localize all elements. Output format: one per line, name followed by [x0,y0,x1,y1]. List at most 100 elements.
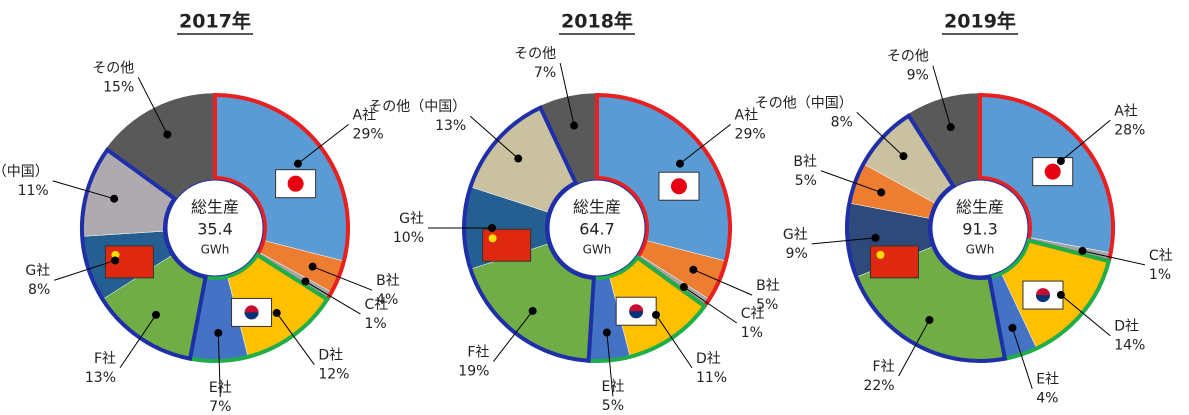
category-label: C社 [1149,248,1173,264]
category-label: A社 [1114,103,1138,119]
group-outline [80,147,208,361]
leader-line [54,259,116,281]
flag [1035,295,1050,303]
category-label: A社 [735,107,759,123]
chart-title: 2018年 [561,10,633,33]
value-label: 10% [393,230,424,246]
center-total: 35.4 [197,220,233,239]
leader-line [1060,119,1111,162]
category-label: G社 [783,227,808,243]
center-total: 64.7 [579,220,615,239]
flag [244,312,259,320]
center-circle [548,179,646,277]
category-label: F社 [467,345,489,361]
leader-line [932,65,952,128]
value-label: 15% [103,79,134,95]
chart-title: 2019年 [944,10,1016,33]
leader-line [559,62,575,126]
flag [275,169,317,199]
group-outline [978,92,1115,264]
value-label: 29% [735,126,766,142]
leader-line [655,314,693,369]
category-label: A社 [353,107,377,123]
value-label: 22% [863,378,894,394]
leader-line [276,312,315,366]
category-label: その他 [887,49,929,65]
chart-title: 2017年 [179,10,251,33]
leader-line [898,319,930,377]
leader-line [1060,294,1111,337]
flag [488,234,497,243]
flag [629,311,644,319]
category-label: B社 [793,154,817,170]
center-unit: GWh [583,243,612,257]
leader-line [493,310,534,362]
leader-line [119,314,157,369]
value-label: 1% [1149,267,1171,283]
category-label: B社 [756,278,780,294]
value-label: 9% [907,68,929,84]
center-circle [931,179,1029,277]
value-label: 19% [458,364,489,380]
value-label: 5% [602,398,624,414]
group-outline [462,104,596,363]
category-label: F社 [94,351,116,367]
category-label: G社 [399,211,424,227]
group-outline [595,92,732,309]
group-outline [187,252,331,363]
value-label: 1% [741,325,763,341]
category-label: C社 [741,306,765,322]
leader-line [137,77,168,135]
flag [869,245,919,279]
leader-line [693,269,753,296]
value-label: 11% [18,183,49,199]
value-label: 8% [28,282,50,298]
flag [231,297,273,327]
flag [1044,163,1061,180]
category-label: F社 [873,359,895,375]
category-label: G社 [25,263,50,279]
value-label: 8% [831,114,853,130]
category-label: その他（中国） [755,95,853,111]
leader-line [1082,250,1146,266]
category-label: D社 [318,348,343,364]
category-label: その他 [92,60,134,76]
category-label: E社 [601,379,624,395]
center-label: 総生産 [956,198,1004,217]
leader-line [217,332,221,397]
group-outline [845,112,1008,363]
value-label: 29% [353,126,384,142]
category-label: その他（中国） [0,164,49,180]
category-label: E社 [1036,372,1059,388]
leader-line [606,332,614,397]
leader-line [856,111,904,157]
leader-line [811,237,876,245]
category-label: その他 [514,46,556,62]
value-label: 14% [1114,338,1145,354]
value-label: 12% [318,367,349,383]
category-label: C社 [364,297,388,313]
donut-chart: 2019年 A社 28% C社 1% D社 14% E社 4% F社 22% G社 9% B社 5% その他（… [755,10,1173,407]
leader-line [679,124,731,165]
category-label: D社 [1114,319,1139,335]
category-label: E社 [209,380,232,396]
donut-chart: 2017年 A社 29% B社 4%C社 1% D社 12% E社 7% F社 13% G社 8% その他（… [0,10,400,415]
center-label: 総生産 [191,198,239,217]
value-label: 13% [435,118,466,134]
leader-line [312,266,373,291]
value-label: 4% [1036,391,1058,407]
flag [287,175,304,192]
leader-line [683,286,738,324]
center-label: 総生産 [573,198,621,217]
leader-dot [570,121,579,130]
flag [670,178,687,195]
flag [876,250,885,259]
category-label: D社 [696,351,721,367]
value-label: 13% [85,370,116,386]
value-label: 7% [209,399,231,415]
center-unit: GWh [966,243,995,257]
value-label: 7% [534,65,556,81]
category-label: その他（中国） [368,99,466,115]
value-label: 1% [364,316,386,332]
group-outline [987,237,1112,361]
